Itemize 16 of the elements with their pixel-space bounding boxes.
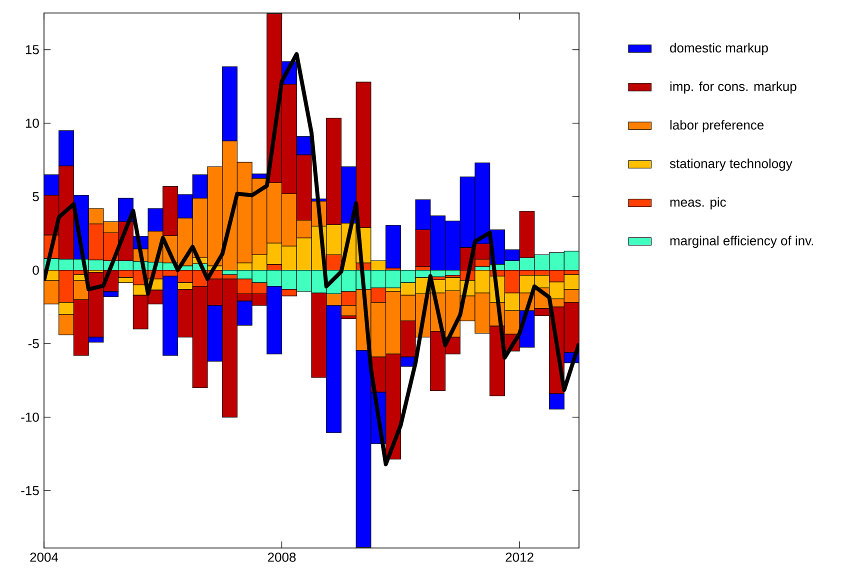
y-tick-label: 5 [32, 192, 39, 202]
y-tick-label: 15 [26, 45, 39, 54]
x-tick-label: 2008 [268, 552, 296, 562]
y-tick-label: 10 [26, 118, 39, 128]
legend-label: domestic markup [670, 42, 768, 56]
y-tick-label: 0 [32, 266, 39, 275]
x-tick-label: 2004 [30, 552, 58, 562]
x-tick-label: 2012 [506, 552, 534, 562]
legend-label: marginal efficiency of inv. [670, 236, 814, 248]
legend-label: meas. pic [670, 197, 726, 210]
legend-label: labor preference [670, 120, 764, 132]
legend-label: stationary technology [670, 158, 792, 171]
legend-label: imp. for cons. markup [670, 82, 796, 94]
y-tick-label: -10 [21, 412, 39, 422]
y-tick-label: -15 [21, 486, 39, 496]
y-tick-label: -5 [28, 339, 39, 348]
